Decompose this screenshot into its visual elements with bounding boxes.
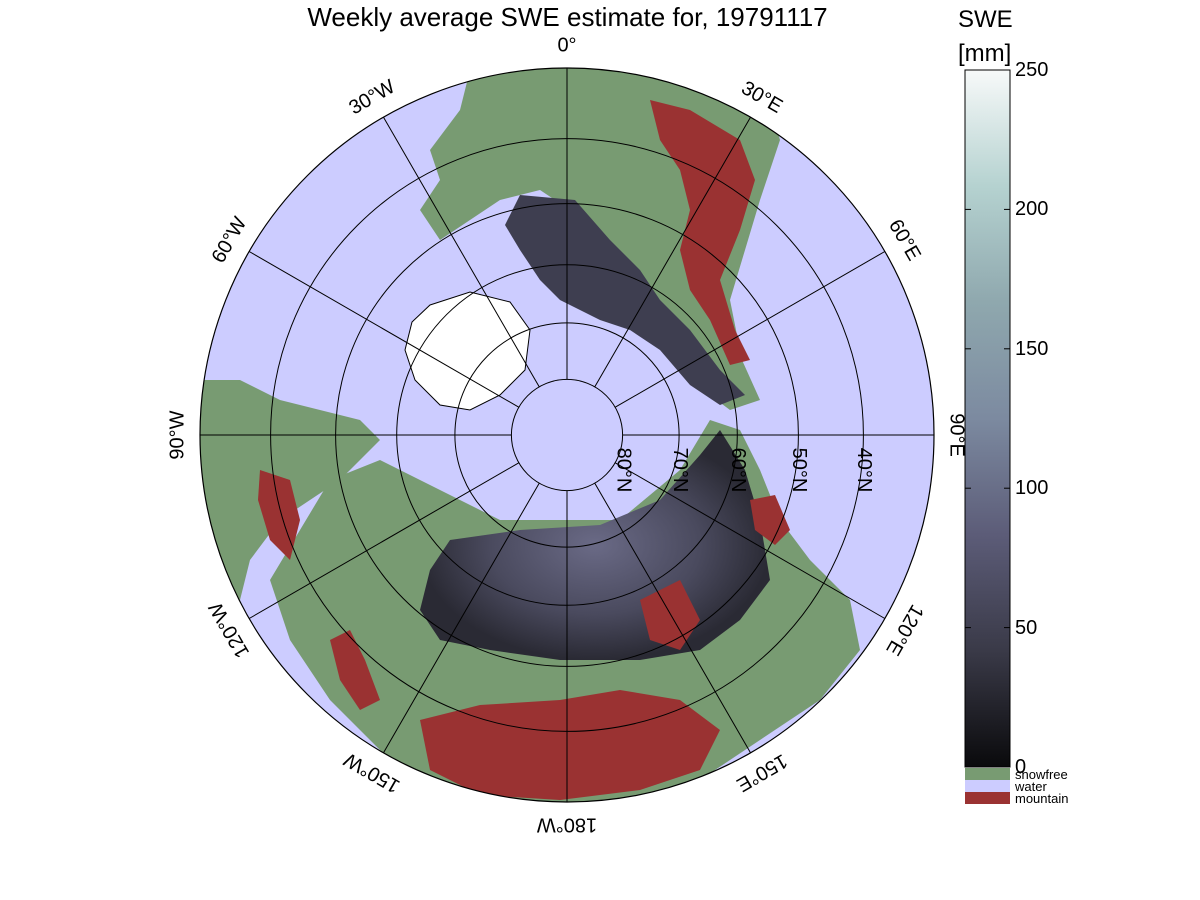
latitude-labels: 80°N 70°N 60°N 50°N 40°N xyxy=(612,448,875,493)
latitude-label: 70°N xyxy=(669,448,691,493)
north-america-snow xyxy=(505,195,745,405)
kamchatka-mountains xyxy=(750,495,790,545)
europe-africa-land xyxy=(200,380,380,680)
colorbar-tick-label: 200 xyxy=(1015,198,1049,221)
colorbar-gradient xyxy=(964,69,1011,768)
colorbar-title: SWE xyxy=(958,6,1013,33)
meridian-line xyxy=(594,116,751,388)
meridian-line xyxy=(594,482,751,754)
latitude-label: 60°N xyxy=(727,448,749,493)
meridian-line xyxy=(614,251,886,408)
longitude-label: 0° xyxy=(557,34,576,56)
map-border xyxy=(199,67,935,803)
colorbar-tick-label: 150 xyxy=(1015,337,1049,360)
map-title: Weekly average SWE estimate for, 1979111… xyxy=(307,2,828,32)
greenland xyxy=(404,291,531,411)
meridian-line xyxy=(383,482,540,754)
arctic-ocean xyxy=(505,373,629,497)
meridian-line xyxy=(248,251,520,408)
longitude-label: 90°E xyxy=(946,413,968,457)
meridian-line xyxy=(248,462,520,619)
longitude-label: 90°W xyxy=(166,410,188,459)
caucasus-mountains xyxy=(330,630,380,710)
colorbar-tick-label: 0 xyxy=(1015,756,1027,778)
longitude-label: 30°E xyxy=(737,77,786,118)
latitude-label: 40°N xyxy=(853,448,875,493)
category-swatch-snowfree xyxy=(965,768,1010,780)
category-swatch-water xyxy=(965,780,1010,792)
graticule xyxy=(200,68,934,802)
latitude-label: 50°N xyxy=(788,448,810,493)
asia-mountains xyxy=(420,690,720,800)
category-label-water: water xyxy=(1015,779,1047,794)
colorbar-unit: [mm] xyxy=(958,40,1012,67)
latitude-label: 80°N xyxy=(612,448,634,493)
longitude-label: 60°E xyxy=(884,216,925,265)
longitude-label: 180°W xyxy=(537,814,597,836)
colorbar-tick-label: 250 xyxy=(1015,59,1049,81)
category-label-mountain: mountain xyxy=(1015,791,1069,806)
meridian-line xyxy=(614,462,886,619)
meridian-line xyxy=(383,116,540,388)
category-swatch-mountain xyxy=(965,792,1010,804)
category-label-snowfree: snowfree xyxy=(1015,767,1068,782)
east-siberia-mountains xyxy=(640,580,700,650)
rocky-mountains xyxy=(650,100,755,365)
colorbar-tick-label: 100 xyxy=(1015,477,1049,500)
scandinavia-mountains xyxy=(258,470,300,560)
category-legend xyxy=(965,768,1010,804)
colorbar-tick-label: 50 xyxy=(1015,616,1038,639)
swe-colorbar xyxy=(964,69,1011,768)
